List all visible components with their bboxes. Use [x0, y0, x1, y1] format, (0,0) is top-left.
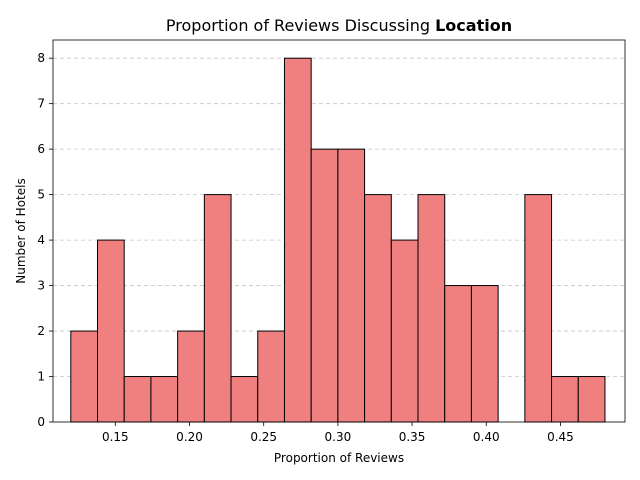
histogram-bar: [551, 376, 579, 423]
y-tick-label: 3: [37, 279, 45, 293]
histogram-bar: [257, 330, 285, 423]
histogram-bar: [283, 57, 312, 423]
histogram-bar: [310, 148, 339, 423]
chart-title: Proportion of Reviews Discussing Locatio…: [166, 16, 512, 35]
histogram-bar: [150, 376, 179, 423]
plot-frame: [52, 39, 626, 423]
x-tick-label: 0.35: [399, 430, 426, 444]
histogram-bar: [97, 239, 125, 423]
histogram-bar: [203, 194, 232, 423]
y-tick-label: 2: [37, 324, 45, 338]
x-tick-label: 0.15: [102, 430, 129, 444]
x-axis-ticks: 0.15 0.20 0.25 0.30 0.35 0.40 0.45: [102, 422, 574, 444]
y-tick-label: 6: [37, 142, 45, 156]
histogram-bar: [390, 239, 419, 423]
histogram-bar: [417, 194, 446, 423]
x-axis-label: Proportion of Reviews: [274, 451, 404, 465]
histogram-bar: [364, 194, 392, 423]
bars: [70, 57, 606, 423]
chart-title-prefix: Proportion of Reviews Discussing: [166, 16, 435, 35]
y-tick-label: 1: [37, 370, 45, 384]
chart-title-emphasis: Location: [435, 16, 512, 35]
y-axis-ticks: 0 1 2 3 4 5 6 7 8: [37, 51, 53, 429]
y-tick-label: 0: [37, 415, 45, 429]
y-tick-label: 8: [37, 51, 45, 65]
histogram-bar: [70, 330, 99, 423]
histogram-bar: [524, 194, 553, 423]
y-tick-label: 4: [37, 233, 45, 247]
x-tick-label: 0.25: [250, 430, 277, 444]
x-tick-label: 0.20: [176, 430, 203, 444]
x-tick-label: 0.30: [325, 430, 352, 444]
histogram-bar: [230, 376, 259, 423]
y-tick-label: 5: [37, 188, 45, 202]
histogram-bar: [444, 285, 472, 423]
histogram-bar: [577, 376, 606, 423]
histogram-bar: [470, 285, 499, 423]
y-axis-label: Number of Hotels: [14, 178, 28, 283]
histogram-bar: [123, 376, 152, 423]
histogram-bar: [337, 148, 366, 423]
x-tick-label: 0.40: [473, 430, 500, 444]
histogram-bar: [177, 330, 205, 423]
y-tick-label: 7: [37, 97, 45, 111]
x-tick-label: 0.45: [547, 430, 574, 444]
